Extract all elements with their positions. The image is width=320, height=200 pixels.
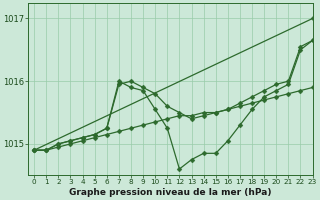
X-axis label: Graphe pression niveau de la mer (hPa): Graphe pression niveau de la mer (hPa) xyxy=(69,188,272,197)
